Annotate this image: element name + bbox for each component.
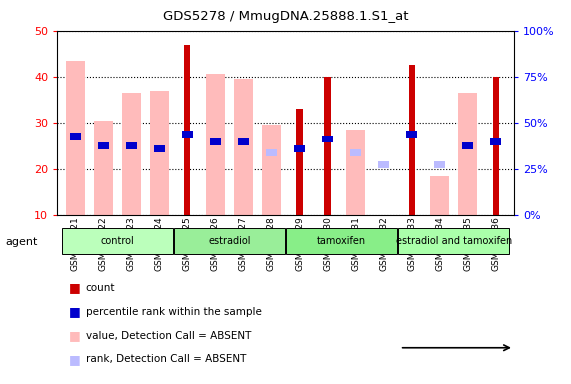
Bar xyxy=(206,74,225,215)
Text: estradiol: estradiol xyxy=(208,236,251,246)
Bar xyxy=(98,142,108,149)
Bar xyxy=(458,93,477,215)
Bar xyxy=(184,45,191,215)
Bar xyxy=(346,130,365,215)
Text: count: count xyxy=(86,283,115,293)
Text: control: control xyxy=(100,236,134,246)
Text: ■: ■ xyxy=(69,305,81,318)
Text: percentile rank within the sample: percentile rank within the sample xyxy=(86,307,262,317)
Bar xyxy=(234,79,254,215)
Bar xyxy=(490,138,501,145)
Text: estradiol and tamoxifen: estradiol and tamoxifen xyxy=(396,236,512,246)
Text: value, Detection Call = ABSENT: value, Detection Call = ABSENT xyxy=(86,331,251,341)
Bar xyxy=(94,121,113,215)
Bar xyxy=(324,77,331,215)
Text: ■: ■ xyxy=(69,329,81,342)
Bar xyxy=(408,65,415,215)
Text: ■: ■ xyxy=(69,353,81,366)
Bar xyxy=(126,142,136,149)
Bar xyxy=(62,228,173,254)
Text: agent: agent xyxy=(6,237,38,247)
Bar xyxy=(174,228,285,254)
Bar xyxy=(66,61,85,215)
Bar xyxy=(238,138,249,145)
Text: ■: ■ xyxy=(69,281,81,295)
Bar xyxy=(493,77,498,215)
Bar xyxy=(296,109,303,215)
Bar xyxy=(379,161,389,168)
Bar xyxy=(294,145,305,152)
Bar xyxy=(435,161,445,168)
Bar xyxy=(266,149,277,156)
Text: GDS5278 / MmugDNA.25888.1.S1_at: GDS5278 / MmugDNA.25888.1.S1_at xyxy=(163,10,408,23)
Bar xyxy=(430,176,449,215)
Bar xyxy=(407,131,417,138)
Bar xyxy=(182,131,192,138)
Text: rank, Detection Call = ABSENT: rank, Detection Call = ABSENT xyxy=(86,354,246,364)
Bar xyxy=(350,149,361,156)
Bar xyxy=(286,228,397,254)
Bar xyxy=(210,138,221,145)
Bar xyxy=(262,125,282,215)
Bar xyxy=(463,142,473,149)
Bar xyxy=(154,145,164,152)
Bar xyxy=(398,228,509,254)
Bar xyxy=(150,91,169,215)
Bar xyxy=(322,136,333,142)
Bar xyxy=(122,93,141,215)
Text: tamoxifen: tamoxifen xyxy=(317,236,366,246)
Bar xyxy=(70,133,81,140)
